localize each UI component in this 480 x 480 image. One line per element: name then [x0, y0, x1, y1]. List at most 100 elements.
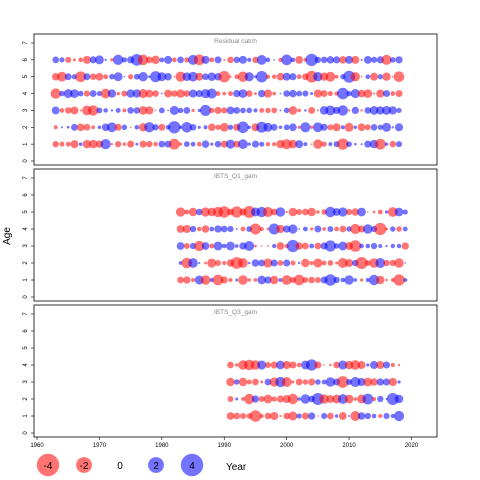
bubble-point: [60, 126, 64, 129]
bubble-point: [89, 73, 97, 80]
bubble-point: [190, 141, 196, 147]
y-tick-label: 5: [23, 74, 29, 78]
bubble-point: [304, 109, 307, 112]
y-tick-label: 2: [23, 261, 29, 265]
y-tick-label: 6: [23, 193, 29, 197]
bubble-point: [296, 90, 303, 97]
bubble-point: [251, 395, 260, 403]
bubble-point: [396, 107, 402, 114]
bubble-point: [164, 55, 173, 64]
bubble-point: [138, 88, 148, 99]
bubble-point: [226, 106, 235, 115]
bubble-point: [167, 109, 169, 112]
bubble-point: [233, 412, 241, 420]
bubble-point: [370, 124, 378, 131]
bubble-point: [220, 276, 228, 284]
bubble-point: [313, 89, 322, 98]
bubble-point: [183, 276, 191, 284]
y-tick-label: 0: [23, 431, 29, 435]
bubble-point: [357, 123, 366, 132]
bubble-point: [178, 142, 183, 146]
bubble-point: [222, 243, 227, 249]
bubble-point: [175, 207, 186, 217]
legend-label: 0: [117, 461, 123, 472]
panel-frame: [33, 33, 438, 166]
bubble-point: [193, 54, 205, 66]
bubble-point: [177, 107, 184, 114]
bubble-point: [270, 361, 278, 369]
bubble-point: [302, 208, 309, 216]
y-tick-label: 3: [23, 380, 29, 384]
bubble-point: [302, 277, 309, 283]
bubble-point: [286, 239, 300, 253]
y-tick-label: 0: [23, 295, 29, 299]
bubble-point: [272, 142, 277, 147]
bubble-point: [393, 71, 405, 83]
bubble-point: [390, 243, 395, 249]
bubble-point: [325, 71, 336, 82]
bubble-point: [404, 262, 407, 264]
bubble-point: [265, 57, 271, 63]
bubble-point: [96, 91, 102, 97]
bubble-point: [70, 89, 79, 98]
bubble-point: [297, 261, 301, 265]
bubble-point: [113, 72, 123, 82]
bubble-point: [339, 225, 347, 233]
bubble-point: [110, 143, 114, 146]
bubble-point: [100, 88, 111, 99]
bubble-point: [321, 260, 327, 266]
bubble-point: [349, 240, 362, 252]
bubble-point: [302, 226, 308, 232]
bubble-point: [177, 276, 184, 284]
bubble-point: [225, 139, 236, 149]
bubble-point: [271, 107, 278, 114]
bubble-point: [83, 73, 91, 81]
bubble-point: [109, 73, 115, 80]
bubble-point: [325, 105, 336, 116]
bubble-point: [139, 140, 147, 148]
bubble-point: [178, 125, 183, 129]
bubble-point: [276, 395, 285, 403]
bubble-point: [238, 258, 248, 268]
bubble-point: [320, 56, 328, 64]
bubble-point: [288, 106, 298, 115]
bubble-point: [295, 140, 304, 149]
bubble-point: [326, 56, 335, 64]
bubble-point: [226, 377, 235, 387]
bubble-point: [346, 141, 352, 147]
bubble-point: [253, 278, 258, 282]
bubble-point: [210, 142, 214, 146]
bubble-point: [309, 260, 314, 266]
bubble-point: [264, 378, 272, 386]
bubble-point: [247, 57, 252, 63]
bubble-point: [378, 413, 383, 419]
bubble-point: [233, 89, 241, 98]
bubble-point: [189, 225, 197, 233]
bubble-point: [64, 73, 72, 81]
bubble-point: [344, 275, 354, 285]
bubble-point: [133, 73, 140, 80]
bubble-point: [276, 72, 285, 81]
bubble-point: [283, 90, 290, 97]
bubble-point: [324, 240, 336, 252]
bubble-point: [327, 260, 334, 266]
bubble-point: [277, 260, 284, 266]
bubble-point: [123, 75, 126, 78]
bubble-point: [377, 209, 383, 215]
bubble-point: [377, 124, 383, 130]
bubble-point: [316, 109, 319, 112]
bubble-point: [357, 377, 366, 387]
bubble-point: [374, 222, 387, 236]
bubble-point: [100, 138, 111, 150]
bubble-point: [195, 90, 203, 98]
bubble-point: [272, 91, 277, 96]
bubble-point: [264, 361, 271, 369]
bubble-point: [267, 245, 269, 247]
bubble-point: [238, 55, 247, 64]
bubble-point: [184, 57, 190, 63]
bubble-point: [338, 207, 348, 217]
bubble-point: [213, 241, 223, 251]
bubble-point: [70, 106, 79, 115]
bubble-point: [337, 87, 349, 100]
bubble-point: [353, 397, 358, 401]
